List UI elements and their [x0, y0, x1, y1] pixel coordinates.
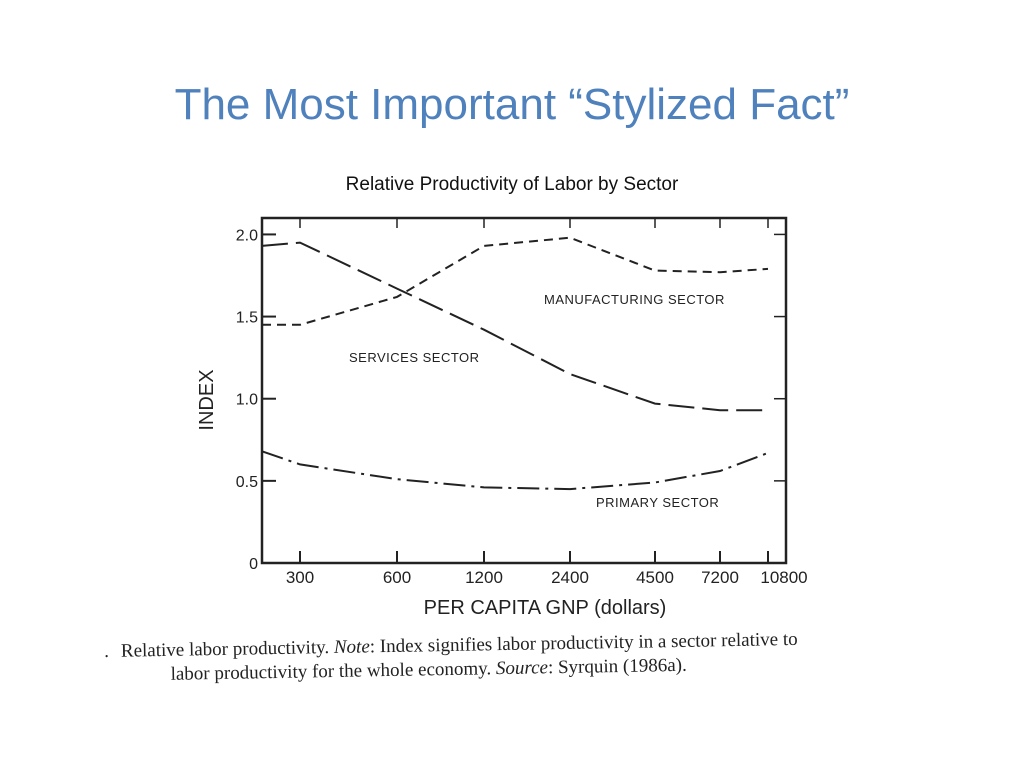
y-tick-label: 0.5 [236, 474, 258, 491]
x-tick-label: 10800 [760, 568, 807, 587]
caption-source-label: Source [495, 657, 549, 680]
y-tick-label: 1.5 [236, 310, 258, 327]
y-axis: 0 0.5 1.0 1.5 2.0 [236, 227, 786, 573]
series-labels: MANUFACTURING SECTOR SERVICES SECTOR PRIMA… [349, 292, 725, 510]
caption-prefix: . [104, 640, 110, 662]
plot-frame [260, 216, 788, 565]
y-tick-label: 1.0 [236, 392, 258, 409]
caption-line2-a: labor productivity for the whole economy… [170, 658, 492, 685]
x-axis: 300 600 1200 2400 4500 7200 10800 [286, 218, 808, 587]
series-label: MANUFACTURING SECTOR [544, 292, 725, 307]
series-line-primary-sector [261, 450, 769, 491]
x-tick-label: 300 [286, 568, 314, 587]
x-tick-label: 7200 [701, 568, 739, 587]
series-label: PRIMARY SECTOR [596, 495, 719, 510]
chart-title: Relative Productivity of Labor by Sector [345, 174, 679, 195]
series-label: SERVICES SECTOR [349, 350, 480, 365]
caption-line1-a: Relative labor productivity. [120, 637, 330, 662]
caption-line2-b: : Syrquin (1986a). [547, 654, 687, 679]
x-tick-label: 600 [383, 568, 411, 587]
slide-title: The Most Important “Stylized Fact” [174, 80, 850, 129]
x-axis-label: PER CAPITA GNP (dollars) [424, 597, 667, 619]
x-tick-label: 2400 [551, 568, 589, 587]
series-line-manufacturing-sector [262, 236, 769, 326]
y-tick-label: 0 [249, 556, 258, 573]
series-layer [261, 236, 769, 491]
series-line-services-sector [261, 241, 768, 412]
caption-note-label: Note [333, 636, 370, 658]
x-tick-label: 4500 [636, 568, 674, 587]
x-tick-label: 1200 [465, 568, 503, 587]
y-tick-label: 2.0 [236, 227, 258, 244]
y-axis-label: INDEX [196, 369, 218, 430]
